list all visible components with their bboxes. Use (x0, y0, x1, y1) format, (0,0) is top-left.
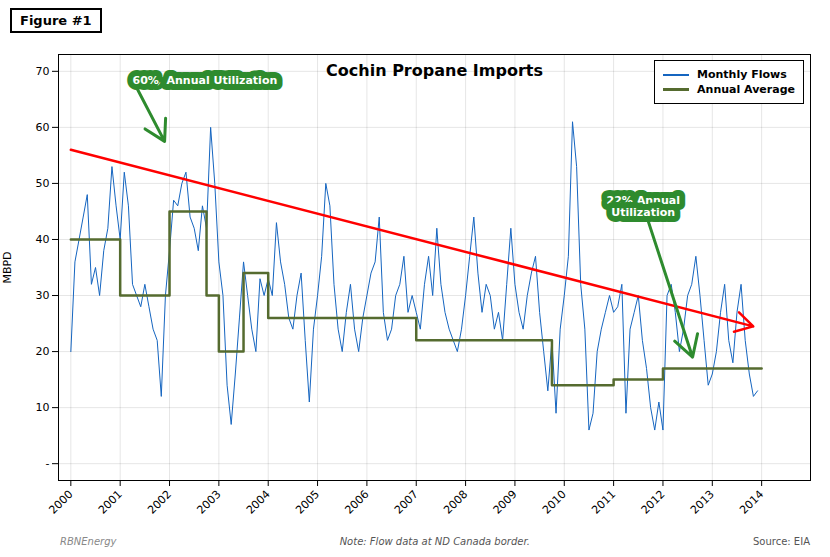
svg-text:Cochin Propane Imports: Cochin Propane Imports (326, 61, 543, 80)
html-text:Monthly Flows: Monthly Flows (697, 68, 787, 81)
svg-text:2006: 2006 (343, 488, 372, 517)
html-text:Note: Flow data at ND Canada b: Note: Flow data at ND Canada border. (339, 535, 530, 547)
svg-text:2013: 2013 (688, 488, 717, 517)
svg-text:2003: 2003 (194, 488, 223, 517)
svg-text:30: 30 (36, 289, 50, 302)
svg-text:2005: 2005 (293, 488, 322, 517)
svg-text:60: 60 (36, 121, 50, 134)
svg-text:2014: 2014 (737, 488, 766, 517)
html-text:RBNEnergy: RBNEnergy (60, 535, 117, 547)
svg-text:2002: 2002 (145, 488, 174, 517)
svg-text:2008: 2008 (441, 488, 470, 517)
html-text:Annual Average: Annual Average (697, 83, 795, 96)
svg-text:2001: 2001 (96, 488, 125, 517)
svg-text:2010: 2010 (540, 488, 569, 517)
svg-text:70: 70 (36, 65, 50, 78)
svg-text:60% Annual Utilization: 60% Annual Utilization (133, 74, 278, 87)
svg-text:10: 10 (36, 401, 50, 414)
svg-text:MBPD: MBPD (1, 251, 14, 283)
html-text:Figure #1: Figure #1 (20, 12, 92, 28)
svg-text:-: - (46, 457, 50, 470)
svg-text:2009: 2009 (491, 488, 520, 517)
svg-text:2012: 2012 (639, 488, 668, 517)
svg-text:2000: 2000 (46, 488, 75, 517)
svg-text:2004: 2004 (244, 488, 273, 517)
svg-text:22% AnnualUtilization: 22% AnnualUtilization (607, 194, 680, 220)
svg-text:20: 20 (36, 345, 50, 358)
html-text:Source: EIA: Source: EIA (753, 535, 810, 547)
svg-text:2007: 2007 (392, 488, 421, 517)
svg-text:50: 50 (36, 177, 50, 190)
svg-text:40: 40 (36, 233, 50, 246)
svg-text:2011: 2011 (589, 488, 618, 517)
